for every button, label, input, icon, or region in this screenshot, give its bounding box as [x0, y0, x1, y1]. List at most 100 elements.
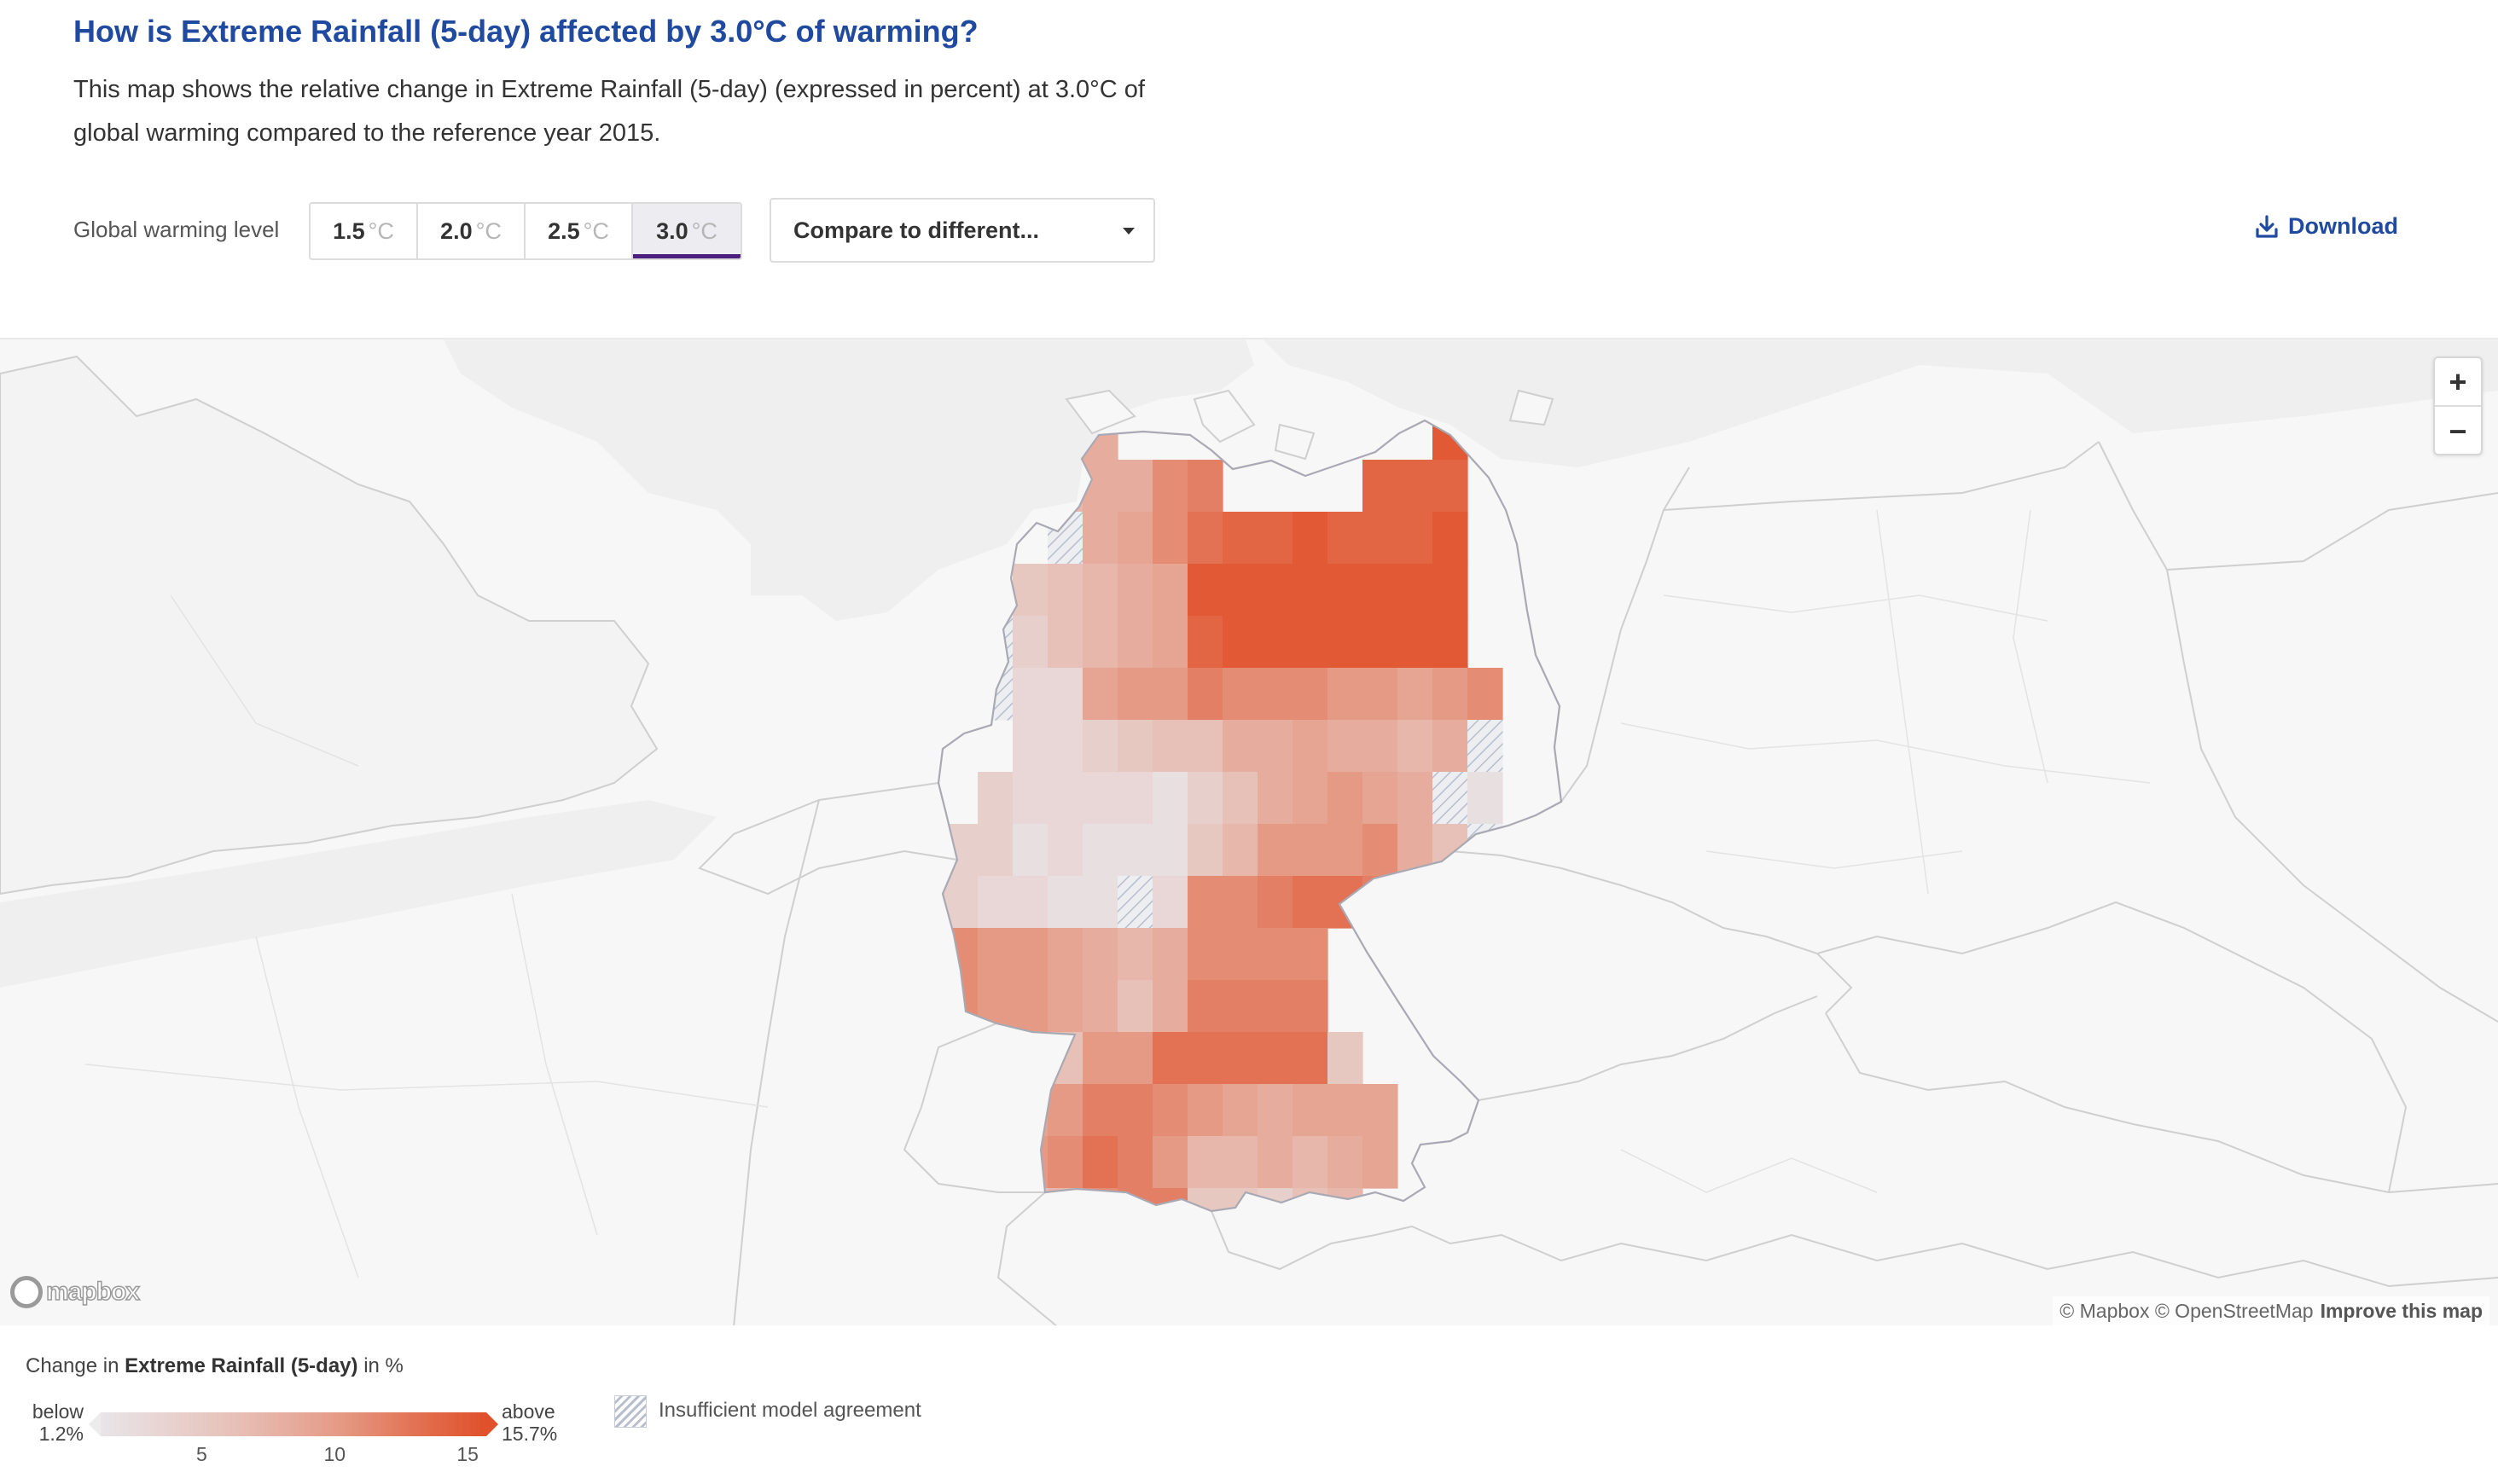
grid-cell	[1188, 720, 1223, 773]
legend-title-prefix: Change in	[26, 1354, 119, 1377]
legend: Change in Extreme Rainfall (5-day) in % …	[0, 1327, 2498, 1484]
grid-cell	[1118, 928, 1153, 981]
mapbox-logo[interactable]: mapbox	[10, 1276, 141, 1308]
ramp-right-arrow-icon	[486, 1412, 498, 1436]
grid-cell	[1223, 564, 1258, 617]
grid-cell	[1258, 616, 1293, 669]
grid-cell	[1153, 616, 1188, 669]
grid-cell	[1362, 772, 1398, 825]
warming-level-2-0-button[interactable]: 2.0 °C	[418, 204, 526, 258]
description-line-2: global warming compared to the reference…	[73, 119, 661, 147]
north-sea	[444, 339, 1254, 621]
grid-cell	[1258, 772, 1293, 825]
grid-cell	[1153, 1032, 1188, 1085]
grid-cell	[1397, 772, 1433, 825]
grid-cell	[1188, 980, 1223, 1033]
download-button[interactable]: Download	[2254, 213, 2398, 240]
grid-cell	[1258, 1136, 1293, 1189]
grid-cell	[1153, 1084, 1188, 1137]
map-canvas[interactable]: + − mapbox © Mapbox © OpenStreetMap Impr…	[0, 338, 2498, 1325]
grid-cell	[1362, 720, 1398, 773]
grid-cell	[1223, 1032, 1258, 1085]
ramp-bar	[101, 1412, 486, 1436]
warming-level-1-5-button[interactable]: 1.5 °C	[311, 204, 418, 258]
grid-cell	[1153, 460, 1188, 513]
grid-cell	[1188, 668, 1223, 721]
grid-cell	[1327, 1084, 1363, 1137]
zoom-out-button[interactable]: −	[2449, 413, 2467, 449]
improve-map-link[interactable]: Improve this map	[2320, 1300, 2483, 1322]
grid-cell	[1397, 564, 1433, 617]
grid-cell	[1293, 824, 1328, 877]
grid-cell	[1293, 1032, 1328, 1085]
zoom-in-button[interactable]: +	[2435, 358, 2481, 407]
grid-cell	[1293, 1084, 1328, 1137]
grid-cell	[1083, 616, 1118, 669]
baltic-sea	[1263, 339, 2498, 467]
grid-cell	[1118, 980, 1153, 1033]
grid-cell	[1432, 460, 1468, 513]
mapbox-wordmark: mapbox	[45, 1277, 141, 1307]
grid-cell	[1048, 616, 1083, 669]
compare-dropdown[interactable]: Compare to different...	[770, 198, 1155, 263]
grid-cell	[1327, 824, 1363, 877]
grid-cell	[1048, 824, 1083, 877]
map-attribution: © Mapbox © OpenStreetMap Improve this ma…	[2053, 1296, 2489, 1325]
download-icon	[2256, 214, 2278, 238]
zoom-controls: + −	[2433, 357, 2483, 455]
grid-cell	[1013, 928, 1049, 981]
grid-cell	[1048, 720, 1083, 773]
grid-cell	[1083, 1136, 1118, 1189]
grid-cell	[1048, 772, 1083, 825]
grid-cell	[1258, 512, 1293, 565]
grid-cell	[1293, 772, 1328, 825]
grid-cell	[1293, 512, 1328, 565]
grid-cell	[1118, 1032, 1153, 1085]
legend-tick-5: 5	[196, 1443, 207, 1465]
grid-cell	[1327, 668, 1363, 721]
grid-cell	[1013, 876, 1049, 929]
grid-cell	[1327, 1032, 1363, 1085]
grid-cell	[1083, 928, 1118, 981]
grid-cell	[1083, 512, 1118, 565]
attribution-text[interactable]: © Mapbox © OpenStreetMap	[2059, 1300, 2314, 1322]
grid-cell	[1153, 824, 1188, 877]
grid-cell	[1397, 512, 1433, 565]
grid-cell	[1188, 460, 1223, 513]
grid-cell	[1083, 824, 1118, 877]
grid-cell	[1153, 564, 1188, 617]
grid-cell	[1397, 616, 1433, 669]
grid-cell	[1327, 616, 1363, 669]
controls-bar: Global warming level 1.5 °C 2.0 °C 2.5 °C 3…	[73, 198, 2428, 263]
legend-title: Change in Extreme Rainfall (5-day) in %	[26, 1354, 404, 1378]
grid-cell	[1258, 824, 1293, 877]
grid-cell	[1188, 564, 1223, 617]
warming-level-2-5-button[interactable]: 2.5 °C	[526, 204, 633, 258]
level-unit: °C	[368, 217, 394, 244]
grid-cell	[1432, 668, 1468, 721]
grid-cell	[1223, 720, 1258, 773]
mapbox-mark-icon	[10, 1276, 43, 1308]
grid-cell	[1293, 876, 1328, 929]
warming-level-3-0-button[interactable]: 3.0 °C	[633, 204, 741, 258]
grid-cell	[1467, 772, 1503, 825]
grid-cell	[1188, 772, 1223, 825]
grid-cell	[978, 772, 1014, 825]
grid-cell	[1327, 772, 1363, 825]
grid-cell	[1153, 980, 1188, 1033]
grid-cell	[1397, 460, 1433, 513]
hatch-legend-label: Insufficient model agreement	[659, 1399, 921, 1422]
level-value: 1.5	[333, 217, 365, 244]
grid-cell	[1293, 1136, 1328, 1189]
grid-cell	[1223, 824, 1258, 877]
grid-cell	[1153, 876, 1188, 929]
grid-cell	[1048, 668, 1083, 721]
level-value: 2.0	[440, 217, 473, 244]
legend-color-ramp	[89, 1412, 498, 1436]
grid-cell	[1118, 564, 1153, 617]
caret-down-icon	[1123, 228, 1135, 235]
grid-cell	[1362, 824, 1398, 877]
grid-cell	[1083, 1084, 1118, 1137]
grid-cell	[1118, 1084, 1153, 1137]
grid-cell	[1118, 720, 1153, 773]
